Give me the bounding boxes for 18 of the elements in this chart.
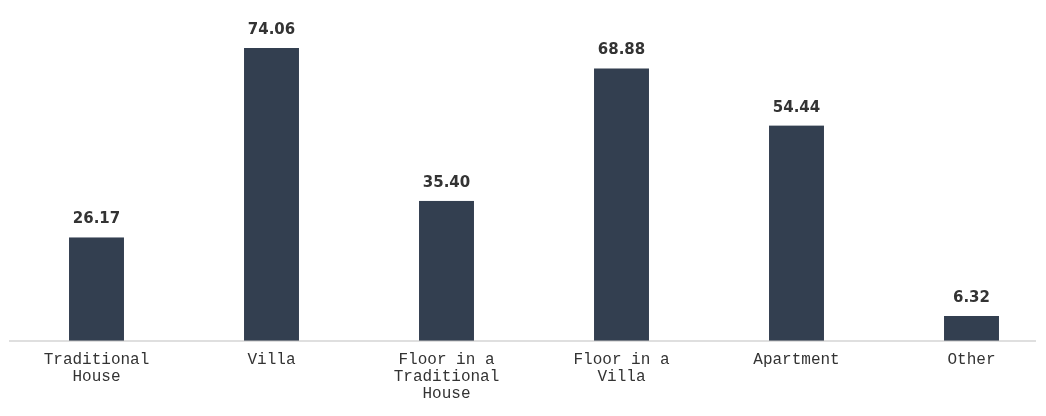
bar [244, 48, 299, 341]
x-tick-label: Floor in a Villa [573, 351, 670, 386]
data-label: 74.06 [247, 20, 296, 38]
x-tick-label: Floor in a Traditional House [393, 351, 500, 403]
x-tick-label: Apartment [753, 351, 840, 369]
bar [944, 316, 999, 341]
data-label: 54.44 [772, 97, 821, 116]
bar [769, 125, 824, 341]
bar [69, 237, 124, 341]
data-label: 26.17 [72, 209, 121, 228]
data-label: 68.88 [597, 40, 646, 59]
bar [594, 68, 649, 341]
x-tick-label: Villa [247, 351, 296, 369]
x-tick-label: Other [947, 351, 996, 369]
x-tick-label: Traditional House [43, 351, 150, 386]
data-label: 6.32 [952, 288, 991, 306]
data-label: 35.40 [422, 172, 471, 191]
bar [419, 200, 474, 341]
